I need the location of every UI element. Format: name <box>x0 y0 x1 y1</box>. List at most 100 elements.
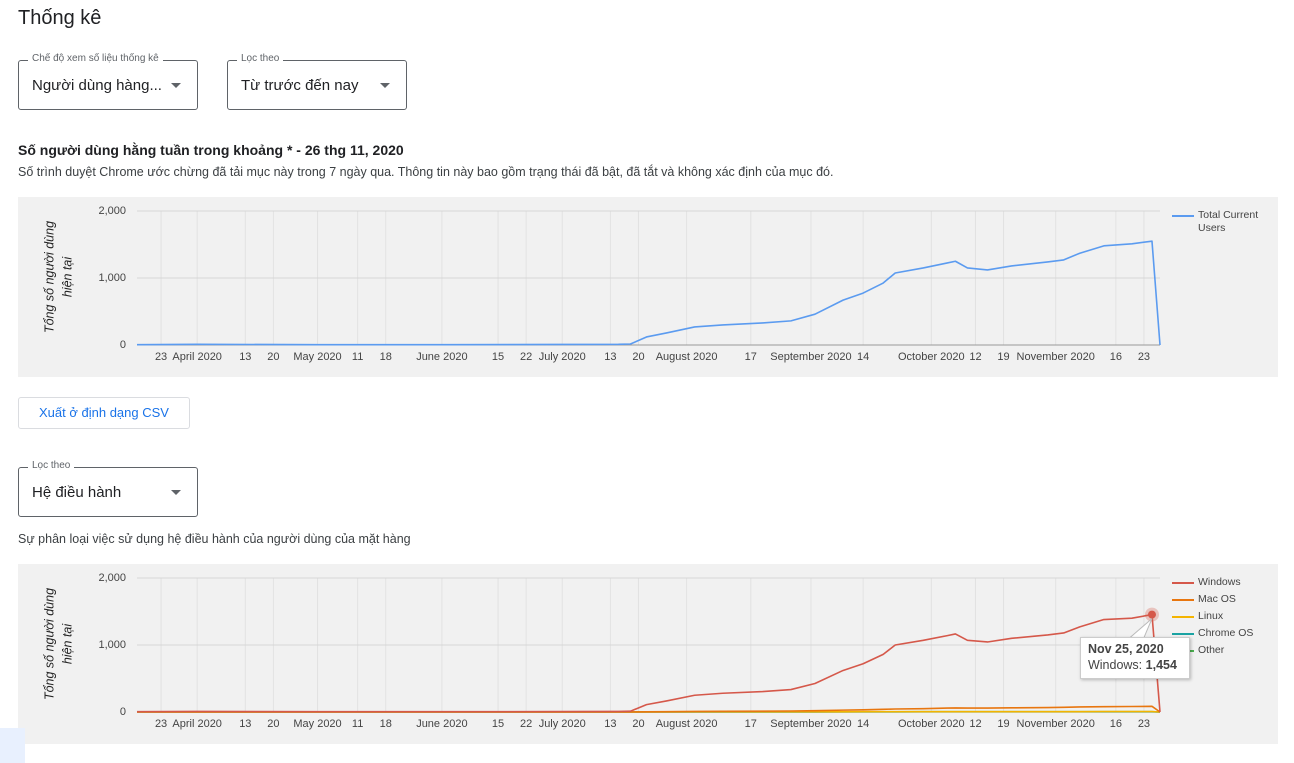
legend-label: Other <box>1198 644 1225 656</box>
x-tick-label: 23 <box>155 351 167 363</box>
legend-item: Chrome OS <box>1172 627 1272 644</box>
x-tick-label: August 2020 <box>656 718 718 730</box>
x-tick-label: November 2020 <box>1017 718 1095 730</box>
tooltip: Nov 25, 2020 Windows: 1,454 <box>1079 636 1190 679</box>
legend-swatch <box>1172 633 1194 635</box>
legend-item: Total Current Users <box>1172 209 1272 234</box>
select-label: Lọc theo <box>28 460 75 471</box>
legend-swatch <box>1172 616 1194 618</box>
x-tick-label: 20 <box>632 351 644 363</box>
x-tick-label: 20 <box>267 351 279 363</box>
x-tick-label: 17 <box>745 718 757 730</box>
x-tick-label: 12 <box>969 351 981 363</box>
dropdown-caret <box>380 83 390 88</box>
y-axis-label-line: Tổng số người dùng <box>42 221 56 333</box>
y-axis-label: Tổng số người dùng hiện tại <box>42 221 74 333</box>
series-line <box>136 613 1161 713</box>
y-tick-label: 1,000 <box>98 639 126 651</box>
y-tick-label: 0 <box>120 706 126 718</box>
legend-label: Mac OS <box>1198 593 1236 605</box>
y-axis-label-line: hiện tại <box>60 623 74 665</box>
x-tick-label: August 2020 <box>656 351 718 363</box>
dropdown-caret <box>171 490 181 495</box>
x-tick-label: 23 <box>155 718 167 730</box>
x-tick-label: 20 <box>632 718 644 730</box>
x-tick-label: June 2020 <box>416 351 467 363</box>
x-tick-label: September 2020 <box>770 351 851 363</box>
legend-swatch <box>1172 215 1194 217</box>
x-tick-label: 13 <box>239 351 251 363</box>
os-select[interactable]: Lọc theo Hệ điều hành <box>18 460 198 517</box>
select-label: Chế độ xem số liệu thống kê <box>28 53 163 64</box>
legend-swatch <box>1172 599 1194 601</box>
x-tick-label: November 2020 <box>1017 351 1095 363</box>
legend-label: Linux <box>1198 610 1224 622</box>
x-tick-label: May 2020 <box>293 351 341 363</box>
chart-canvas: 23 April 2020 13 20 May 2020 11 18 June 2020 15 2… <box>42 205 1161 363</box>
x-tick-label: 14 <box>857 718 869 730</box>
x-tick-label: 23 <box>1138 718 1150 730</box>
x-tick-label: 15 <box>492 351 504 363</box>
x-tick-label: 23 <box>1138 351 1150 363</box>
legend-swatch <box>1172 582 1194 584</box>
x-tick-label: 11 <box>352 718 363 730</box>
x-tick-label: April 2020 <box>172 718 222 730</box>
legend-item: Linux <box>1172 610 1272 627</box>
period-select[interactable]: Lọc theo Từ trước đến nay <box>227 53 407 110</box>
select-value: Hệ điều hành <box>32 484 122 501</box>
x-tick-label: September 2020 <box>770 718 851 730</box>
legend-item: Windows <box>1172 576 1272 593</box>
series-line <box>136 240 1161 346</box>
select-label: Lọc theo <box>237 53 284 64</box>
x-tick-label: 20 <box>267 718 279 730</box>
tooltip-date: Nov 25, 2020 <box>1087 641 1164 656</box>
x-tick-label: 17 <box>745 351 757 363</box>
x-tick-label: 11 <box>352 351 363 363</box>
select-value: Từ trước đến nay <box>241 77 359 94</box>
x-tick-label: 19 <box>997 351 1009 363</box>
legend: Total Current Users <box>1172 209 1272 234</box>
x-tick-label: 22 <box>520 351 532 363</box>
x-tick-label: 18 <box>380 351 392 363</box>
x-tick-label: 15 <box>492 718 504 730</box>
x-tick-label: 13 <box>604 351 616 363</box>
x-tick-label: 19 <box>997 718 1009 730</box>
view-select[interactable]: Chế độ xem số liệu thống kê Người dùng h… <box>18 53 198 110</box>
y-tick-label: 2,000 <box>98 205 126 217</box>
select-value: Người dùng hàng... <box>32 77 162 94</box>
tooltip-value: 1,454 <box>1145 657 1177 672</box>
x-tick-label: 12 <box>969 718 981 730</box>
x-tick-label: 16 <box>1110 351 1122 363</box>
x-tick-label: 16 <box>1110 718 1122 730</box>
tooltip-series: Windows: <box>1087 657 1143 672</box>
legend: Windows Mac OS Linux Chrome OS Other <box>1172 576 1272 661</box>
y-axis-label-line: hiện tại <box>60 256 74 298</box>
x-tick-label: July 2020 <box>539 718 586 730</box>
hover-point <box>1147 610 1156 619</box>
y-axis-label-line: Tổng số người dùng <box>42 588 56 700</box>
section-title: Số người dùng hằng tuần trong khoảng * -… <box>18 142 404 158</box>
y-tick-label: 0 <box>120 339 126 351</box>
users-chart: 23 April 2020 13 20 May 2020 11 18 June 2020 15 2… <box>18 197 1278 377</box>
tooltip-line: Windows: 1,454 <box>1088 658 1182 672</box>
side-widget <box>0 728 25 763</box>
section-description: Số trình duyệt Chrome ước chừng đã tải m… <box>18 165 834 179</box>
x-tick-label: October 2020 <box>898 718 965 730</box>
legend-label: Windows <box>1198 576 1241 588</box>
legend-label: Chrome OS <box>1198 627 1254 639</box>
x-tick-label: May 2020 <box>293 718 341 730</box>
x-tick-label: 22 <box>520 718 532 730</box>
os-chart: 23 April 2020 13 20 May 2020 11 18 June 2020 15 2… <box>18 564 1278 744</box>
x-tick-label: October 2020 <box>898 351 965 363</box>
legend-label: Total Current Users <box>1198 209 1259 234</box>
y-axis-label: Tổng số người dùng hiện tại <box>42 588 74 700</box>
tooltip-pointer <box>1128 618 1153 639</box>
y-tick-label: 1,000 <box>98 272 126 284</box>
section-description: Sự phân loại việc sử dụng hệ điều hành c… <box>18 532 411 546</box>
x-tick-label: June 2020 <box>416 718 467 730</box>
chart-canvas: 23 April 2020 13 20 May 2020 11 18 June 2020 15 2… <box>42 572 1161 730</box>
export-csv-button[interactable]: Xuất ở định dạng CSV <box>18 397 190 429</box>
x-tick-label: 13 <box>604 718 616 730</box>
legend-item: Mac OS <box>1172 593 1272 610</box>
